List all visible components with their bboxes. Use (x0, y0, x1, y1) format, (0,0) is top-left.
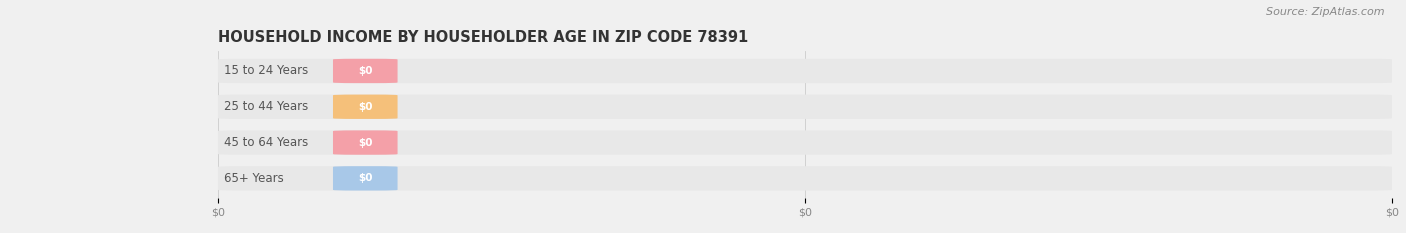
FancyBboxPatch shape (218, 59, 1392, 83)
Text: 25 to 44 Years: 25 to 44 Years (224, 100, 308, 113)
Text: $0: $0 (359, 173, 373, 183)
FancyBboxPatch shape (333, 59, 398, 83)
Text: Source: ZipAtlas.com: Source: ZipAtlas.com (1267, 7, 1385, 17)
FancyBboxPatch shape (218, 166, 1392, 191)
Text: $0: $0 (359, 137, 373, 147)
Text: 65+ Years: 65+ Years (224, 172, 284, 185)
FancyBboxPatch shape (333, 130, 398, 155)
Text: 45 to 64 Years: 45 to 64 Years (224, 136, 308, 149)
FancyBboxPatch shape (218, 130, 1392, 155)
Text: HOUSEHOLD INCOME BY HOUSEHOLDER AGE IN ZIP CODE 78391: HOUSEHOLD INCOME BY HOUSEHOLDER AGE IN Z… (218, 30, 748, 45)
FancyBboxPatch shape (218, 95, 1392, 119)
Text: 15 to 24 Years: 15 to 24 Years (224, 65, 308, 77)
Text: $0: $0 (359, 66, 373, 76)
FancyBboxPatch shape (333, 166, 398, 191)
FancyBboxPatch shape (333, 95, 398, 119)
Text: $0: $0 (359, 102, 373, 112)
